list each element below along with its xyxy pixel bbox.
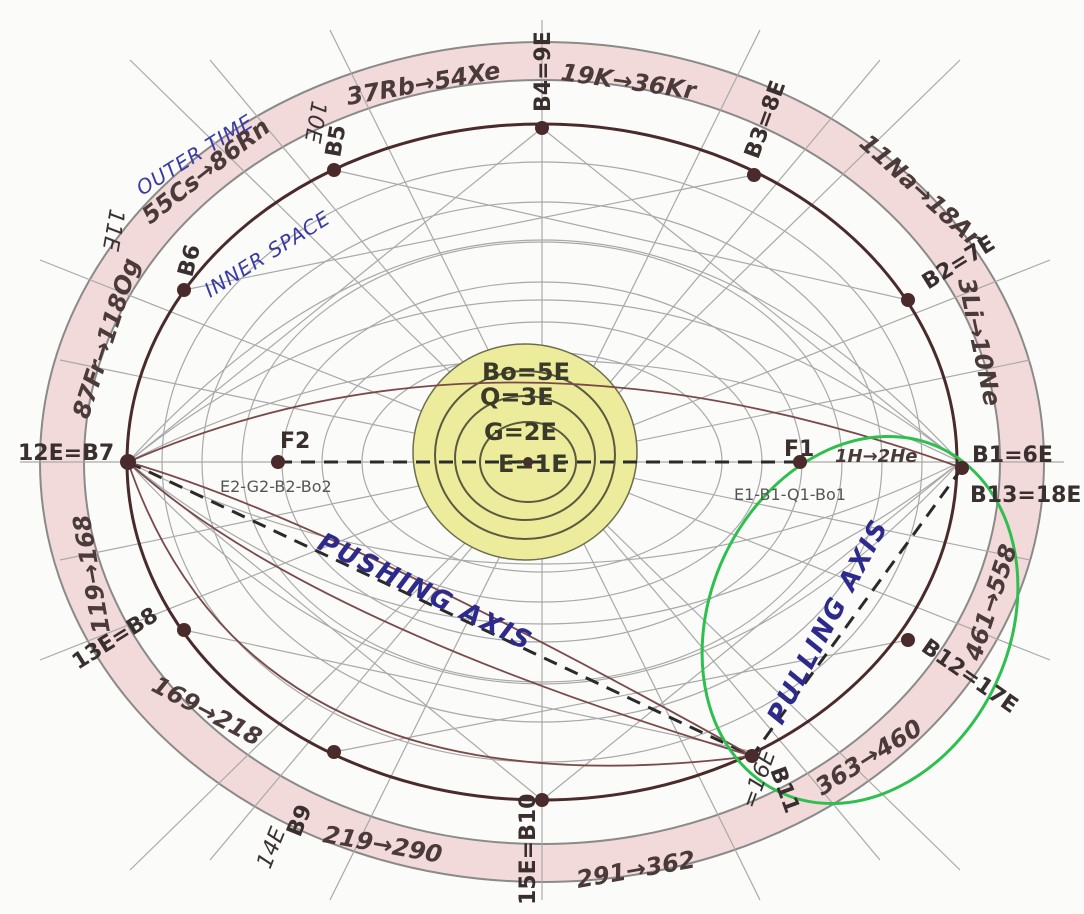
node-b9 — [327, 745, 341, 759]
pulling-loop — [700, 435, 1020, 805]
label-f1-eq: E1-B1-Q1-Bo1 — [734, 485, 846, 504]
axes — [127, 460, 964, 758]
foci-labels: F1 F2 E1-B1-Q1-Bo1 E2-G2-B2-Bo2 — [220, 429, 846, 504]
node-dots — [120, 121, 969, 807]
label-b5: B5 — [321, 123, 351, 159]
node-b5 — [327, 163, 341, 177]
label-b13: B13=18E — [970, 483, 1081, 508]
label-b10: 15E=B10 — [516, 794, 541, 905]
ring-label-s1: 1H→2He — [835, 446, 917, 467]
label-f2-eq: E2-G2-B2-Bo2 — [220, 477, 332, 496]
node-b10 — [535, 793, 549, 807]
node-b2 — [901, 293, 915, 307]
label-b9-energy: 14E — [252, 824, 291, 872]
node-b3 — [747, 168, 761, 182]
label-e: E=1E — [498, 450, 568, 478]
node-b12 — [901, 633, 915, 647]
center-labels: Bo=5E Q=3E G=2E E=1E — [480, 358, 570, 478]
node-b6 — [177, 283, 191, 297]
label-g: G=2E — [484, 418, 557, 446]
node-f2 — [271, 455, 285, 469]
node-b4 — [535, 121, 549, 135]
label-bo: Bo=5E — [482, 358, 570, 386]
node-core — [523, 457, 533, 467]
node-b7 — [120, 454, 136, 470]
node-b1 — [955, 461, 969, 475]
node-b8 — [177, 623, 191, 637]
label-b4: B4=9E — [531, 31, 556, 112]
node-b11 — [745, 749, 759, 763]
label-b1: B1=6E — [972, 443, 1053, 468]
b7-curves — [127, 381, 963, 767]
label-q: Q=3E — [480, 383, 554, 411]
label-f1: F1 — [784, 437, 814, 462]
node-f1 — [793, 455, 807, 469]
core-circles — [412, 343, 638, 561]
label-f2: F2 — [280, 429, 310, 454]
label-b7: 12E=B7 — [18, 441, 114, 466]
